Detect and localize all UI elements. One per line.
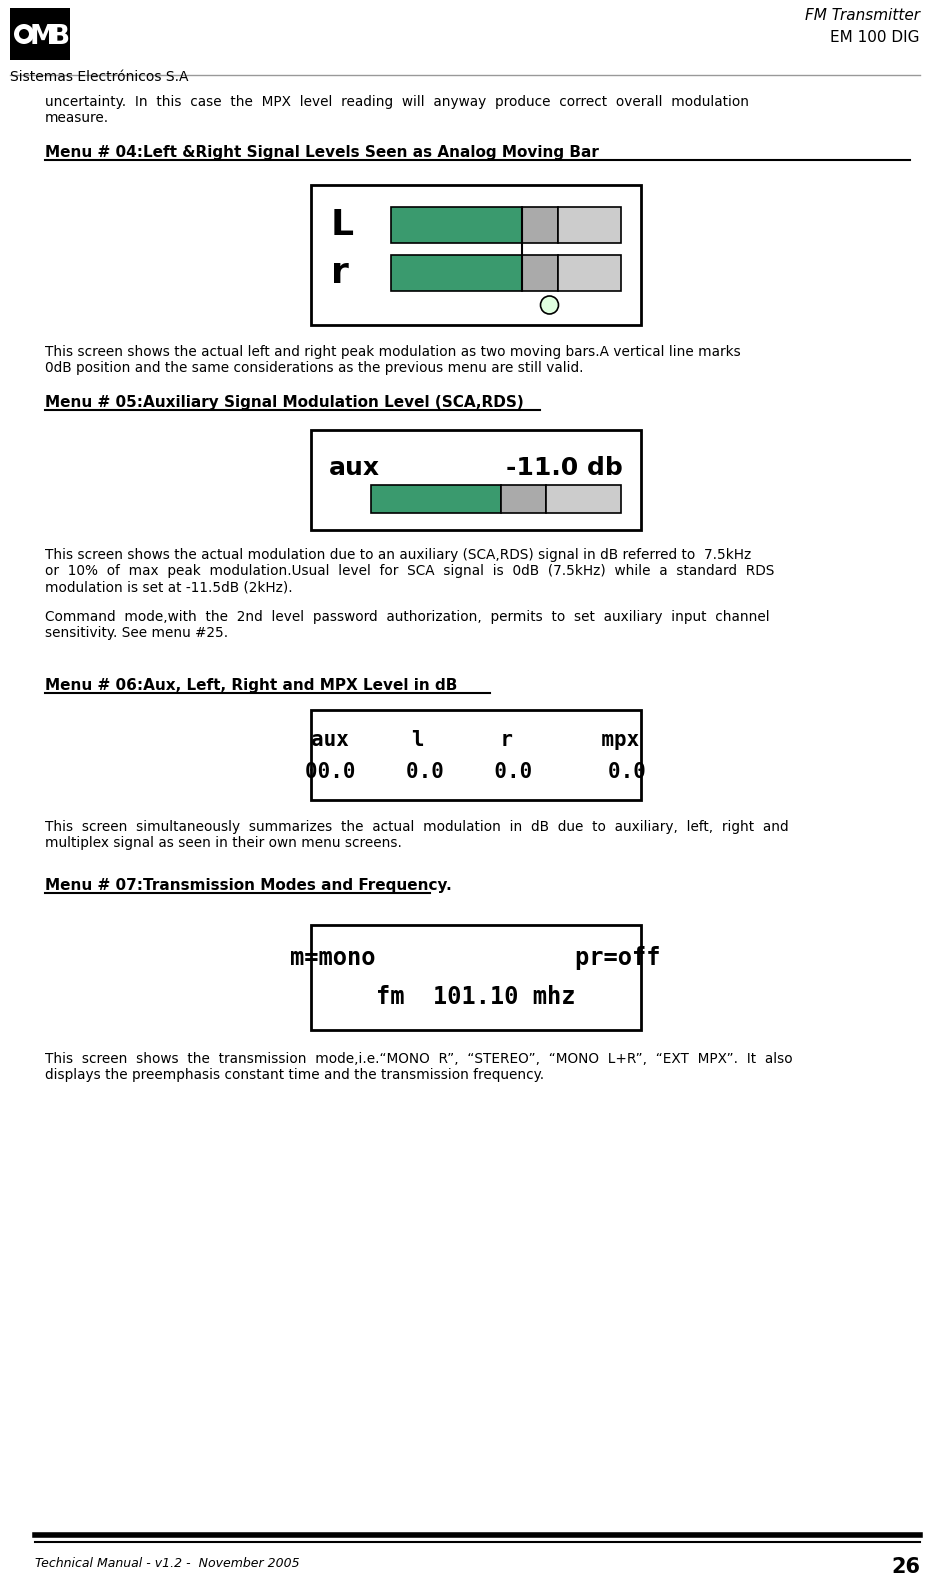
- Text: 00.0    0.0    0.0      0.0: 00.0 0.0 0.0 0.0: [305, 761, 646, 782]
- Text: -11.0 db: -11.0 db: [506, 456, 623, 480]
- Text: or  10%  of  max  peak  modulation.Usual  level  for  SCA  signal  is  0dB  (7.5: or 10% of max peak modulation.Usual leve…: [45, 564, 774, 578]
- Text: Technical Manual - v1.2 -  November 2005: Technical Manual - v1.2 - November 2005: [35, 1558, 300, 1570]
- Text: displays the preemphasis constant time and the transmission frequency.: displays the preemphasis constant time a…: [45, 1069, 544, 1083]
- Bar: [521, 207, 557, 244]
- Circle shape: [540, 296, 558, 313]
- Text: fm  101.10 mhz: fm 101.10 mhz: [376, 985, 575, 1008]
- Bar: [546, 484, 620, 513]
- Text: This screen shows the actual left and right peak modulation as two moving bars.A: This screen shows the actual left and ri…: [45, 345, 741, 359]
- Text: Sistemas Electrónicos S.A: Sistemas Electrónicos S.A: [10, 70, 188, 84]
- Text: Menu # 06:Aux, Left, Right and MPX Level in dB: Menu # 06:Aux, Left, Right and MPX Level…: [45, 678, 457, 693]
- Bar: [58, 33, 68, 59]
- Circle shape: [19, 28, 29, 40]
- Text: Menu # 07:Transmission Modes and Frequency.: Menu # 07:Transmission Modes and Frequen…: [45, 879, 452, 893]
- Text: M: M: [29, 24, 56, 51]
- Text: aux     l      r       mpx: aux l r mpx: [311, 730, 640, 750]
- Bar: [557, 207, 620, 244]
- Text: This  screen  shows  the  transmission  mode,i.e.“MONO  R”,  “STEREO”,  “MONO  L: This screen shows the transmission mode,…: [45, 1053, 792, 1065]
- Text: B: B: [50, 24, 70, 51]
- Bar: [521, 255, 557, 291]
- Text: Menu # 04:Left &Right Signal Levels Seen as Analog Moving Bar: Menu # 04:Left &Right Signal Levels Seen…: [45, 146, 599, 160]
- Bar: [391, 207, 521, 244]
- Circle shape: [14, 24, 34, 44]
- Bar: [310, 924, 641, 1031]
- Text: multiplex signal as seen in their own menu screens.: multiplex signal as seen in their own me…: [45, 836, 402, 850]
- Text: r: r: [331, 256, 348, 290]
- Text: m=mono              pr=off: m=mono pr=off: [290, 947, 661, 970]
- Text: 26: 26: [891, 1558, 920, 1577]
- Bar: [500, 484, 546, 513]
- Text: Menu # 05:Auxiliary Signal Modulation Level (SCA,RDS): Menu # 05:Auxiliary Signal Modulation Le…: [45, 396, 524, 410]
- Text: measure.: measure.: [45, 111, 109, 125]
- Bar: [310, 711, 641, 799]
- Text: modulation is set at -11.5dB (2kHz).: modulation is set at -11.5dB (2kHz).: [45, 579, 293, 594]
- Bar: [310, 431, 641, 530]
- Text: EM 100 DIG: EM 100 DIG: [830, 30, 920, 44]
- Text: Command  mode,with  the  2nd  level  password  authorization,  permits  to  set : Command mode,with the 2nd level password…: [45, 609, 769, 624]
- Text: This  screen  simultaneously  summarizes  the  actual  modulation  in  dB  due  : This screen simultaneously summarizes th…: [45, 820, 788, 834]
- Bar: [10, 8, 70, 60]
- Text: sensitivity. See menu #25.: sensitivity. See menu #25.: [45, 625, 228, 640]
- Bar: [391, 255, 521, 291]
- Bar: [310, 185, 641, 325]
- Text: L: L: [331, 207, 354, 242]
- Text: 0dB position and the same considerations as the previous menu are still valid.: 0dB position and the same considerations…: [45, 361, 584, 375]
- Text: FM Transmitter: FM Transmitter: [805, 8, 920, 24]
- Bar: [371, 484, 500, 513]
- Text: This screen shows the actual modulation due to an auxiliary (SCA,RDS) signal in : This screen shows the actual modulation …: [45, 548, 751, 562]
- Text: uncertainty.  In  this  case  the  MPX  level  reading  will  anyway  produce  c: uncertainty. In this case the MPX level …: [45, 95, 749, 109]
- Text: aux: aux: [328, 456, 379, 480]
- Bar: [557, 255, 620, 291]
